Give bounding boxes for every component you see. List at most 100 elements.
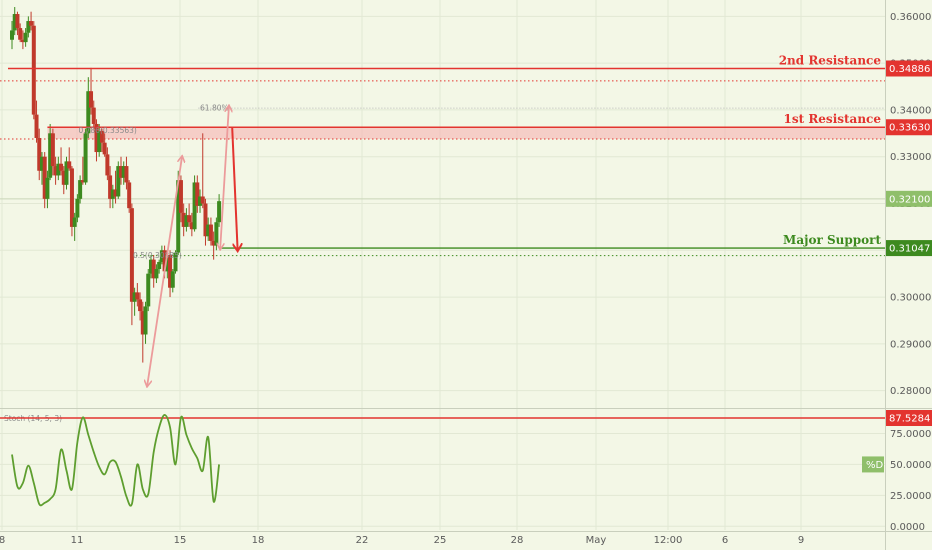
candle-body: [83, 133, 88, 183]
series-tag: %D: [866, 460, 884, 471]
level-price-tag: 0.33630: [889, 123, 930, 134]
candle-body: [143, 306, 148, 335]
candle-body: [61, 170, 66, 185]
candle-body: [124, 166, 129, 183]
candle-body: [108, 175, 113, 199]
candle-body: [217, 201, 222, 223]
stoch-tick-label: 0.0000: [890, 522, 925, 533]
candle-body: [42, 156, 47, 199]
candle-body: [50, 133, 55, 167]
time-tick-label: 8: [0, 535, 5, 546]
projection-arrow: [220, 106, 229, 249]
time-tick-label: 12:00: [654, 535, 683, 546]
candle-body: [15, 14, 20, 29]
candle-body: [72, 217, 77, 227]
time-tick-label: 9: [798, 535, 804, 546]
candle-body: [154, 268, 159, 279]
candle-body: [31, 25, 36, 115]
resistance-zone: [47, 127, 886, 139]
price-tick-label: 0.34000: [890, 105, 931, 116]
stoch-level-tag-bg: [886, 410, 932, 427]
level-price-tag-bg: [886, 119, 932, 136]
candle-body: [138, 299, 143, 312]
candle-body: [119, 166, 123, 178]
candle-body: [198, 196, 203, 206]
candle-body: [200, 196, 205, 204]
candle-body: [29, 21, 34, 26]
candle-body: [184, 215, 189, 227]
candle-body: [37, 138, 42, 171]
candle-body: [48, 133, 53, 178]
level-price-tag: 0.31047: [889, 244, 930, 255]
candle-body: [26, 21, 31, 33]
stoch-tick-label: 75.0000: [890, 429, 931, 440]
current-price-tag-bg: [886, 190, 932, 207]
fib-label: 0.786(0.33563): [78, 126, 136, 135]
candle-body: [75, 198, 80, 218]
candle-body: [105, 154, 110, 176]
level-price-tag-bg: [886, 240, 932, 257]
candle-body: [195, 182, 200, 206]
candle-body: [67, 161, 72, 169]
price-tick-label: 0.28000: [890, 386, 931, 397]
candle-body: [102, 142, 107, 155]
candle-body: [64, 161, 69, 185]
candle-body: [97, 130, 102, 153]
candle-body: [140, 311, 145, 335]
stoch-d-line: [11, 414, 220, 507]
candle-body: [189, 222, 194, 230]
candle-body: [208, 224, 213, 241]
candle-body: [39, 156, 44, 171]
candle-body: [110, 189, 115, 199]
level-price-tag: 0.34886: [889, 64, 930, 75]
time-tick-label: 15: [174, 535, 187, 546]
candle-body: [178, 180, 183, 213]
fib-label: 0.5(0.30885): [133, 251, 182, 260]
candle-body: [91, 107, 96, 124]
candle-body: [10, 30, 14, 40]
candle-body: [203, 203, 208, 237]
candle-body: [206, 224, 211, 237]
candle-body: [12, 14, 17, 31]
candle-body: [53, 166, 58, 176]
candle-body: [45, 177, 50, 199]
stoch-level-tag: 87.5284: [889, 414, 930, 425]
time-tick-label: 25: [434, 535, 447, 546]
candle-body: [59, 163, 64, 171]
candle-body: [170, 271, 175, 288]
stoch-tick-label: 50.0000: [890, 460, 931, 471]
candle-body: [113, 189, 118, 197]
time-tick-label: 28: [511, 535, 524, 546]
candle-body: [20, 39, 25, 43]
candle-body: [99, 130, 104, 143]
level-price-tag-bg: [886, 60, 932, 77]
candle-body: [80, 180, 85, 183]
level-label: 2nd Resistance: [779, 53, 882, 67]
price-tick-label: 0.36000: [890, 12, 931, 23]
candle-body: [129, 208, 134, 302]
candle-body: [56, 163, 61, 176]
candle-body: [69, 168, 74, 227]
fib-label: 61.80%: [200, 104, 229, 113]
time-tick-label: 11: [71, 535, 84, 546]
level-label: Major Support: [783, 233, 881, 247]
candle-body: [127, 182, 132, 209]
series-tag-bg: [862, 456, 884, 473]
time-tick-label: 6: [722, 535, 728, 546]
candle-body: [23, 32, 28, 43]
time-tick-label: 22: [356, 535, 369, 546]
candle-body: [116, 166, 121, 197]
candle-body: [94, 123, 99, 153]
candle-body: [146, 273, 151, 307]
candle-body: [78, 180, 83, 199]
price-tick-label: 0.33000: [890, 152, 931, 163]
target-arrow: [231, 127, 237, 250]
time-tick-label: 18: [252, 535, 265, 546]
level-label: 1st Resistance: [784, 112, 882, 126]
price-tick-label: 0.30000: [890, 293, 931, 304]
candle-body: [18, 28, 23, 40]
candle-body: [214, 222, 219, 246]
candle-body: [157, 261, 162, 269]
